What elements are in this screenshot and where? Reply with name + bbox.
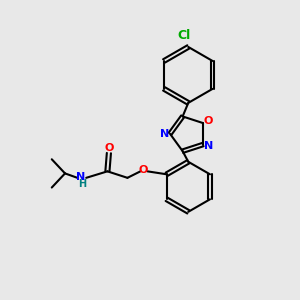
Text: O: O [104,143,114,153]
Text: O: O [139,165,148,175]
Text: N: N [204,141,213,151]
Text: O: O [204,116,213,126]
Text: N: N [160,129,169,140]
Text: Cl: Cl [177,28,190,42]
Text: H: H [79,179,87,189]
Text: N: N [76,172,86,182]
